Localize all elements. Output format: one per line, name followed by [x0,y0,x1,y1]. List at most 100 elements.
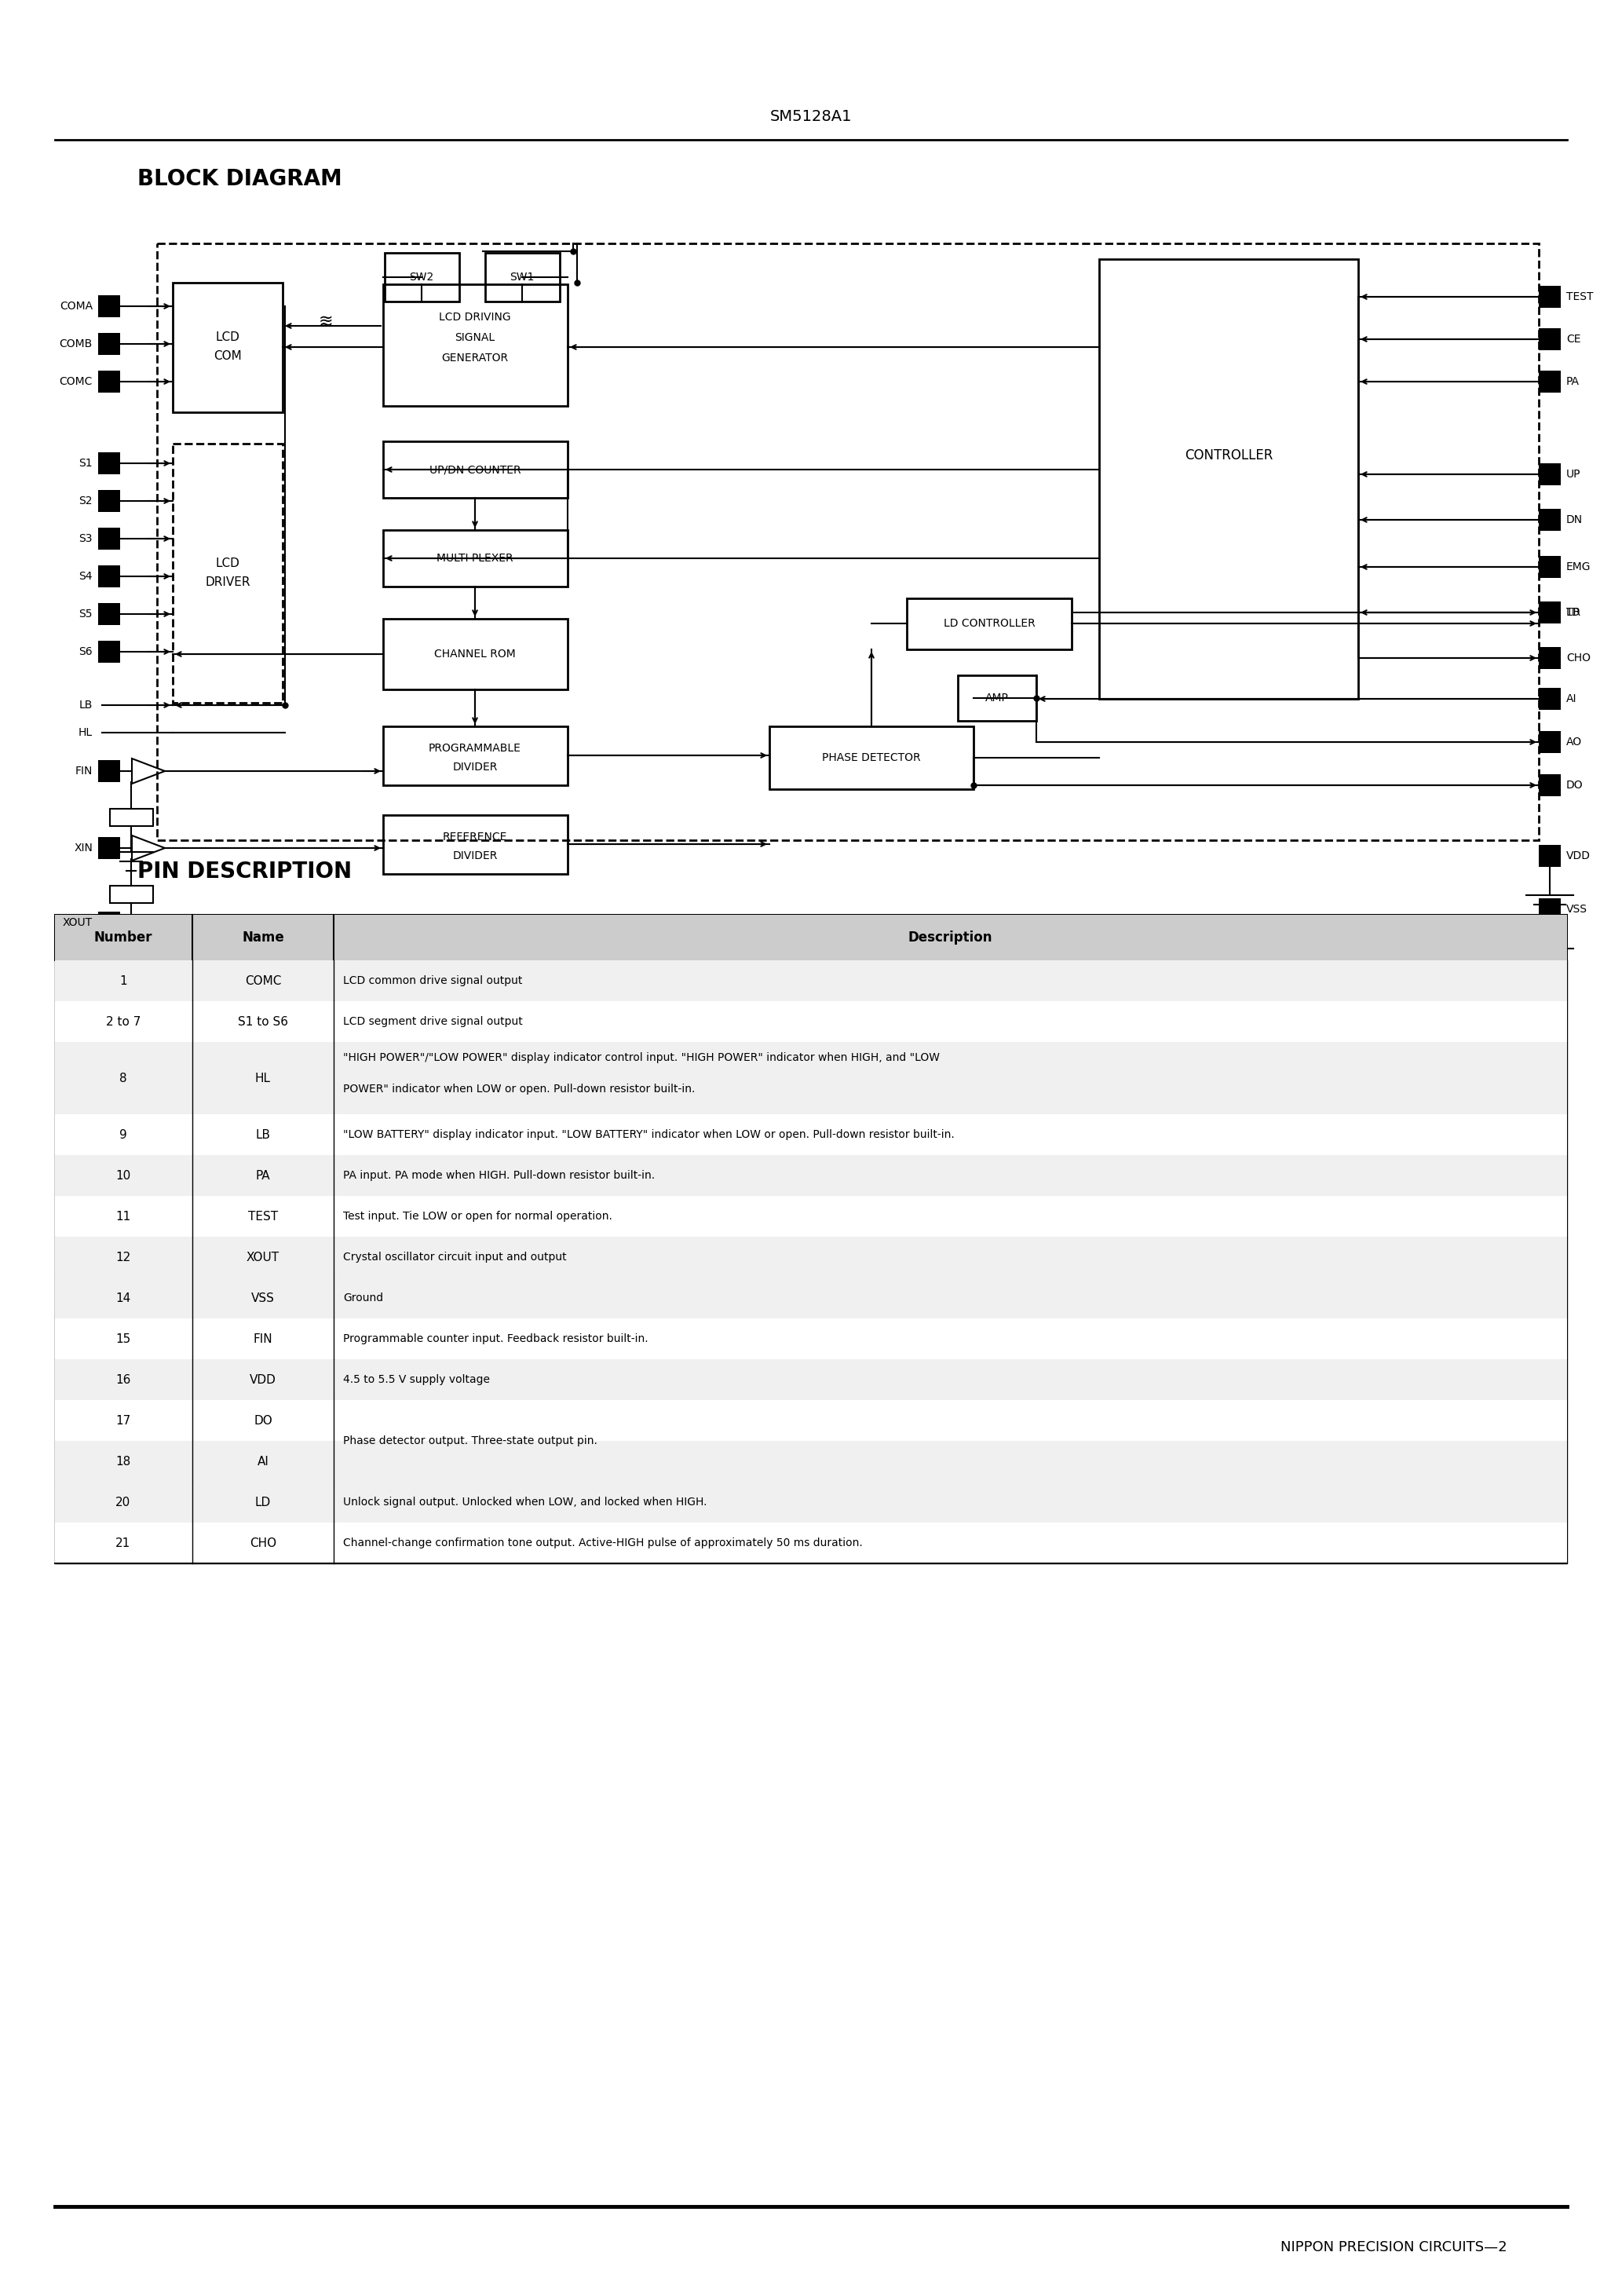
Bar [99,296,120,317]
Text: S1: S1 [79,457,92,468]
Bar [383,618,568,689]
Bar [383,726,568,785]
Bar [99,528,120,549]
Text: LB: LB [256,1130,271,1141]
Text: DN: DN [1567,514,1583,526]
Text: LB: LB [79,700,92,712]
Text: 14: 14 [115,1293,131,1304]
Text: TEST: TEST [1567,292,1593,303]
Bar [110,886,152,902]
Text: POWER" indicator when LOW or open. Pull-down resistor built-in.: POWER" indicator when LOW or open. Pull-… [344,1084,696,1095]
Bar [55,1155,1567,1196]
Text: COMA: COMA [60,301,92,312]
Text: LCD: LCD [216,331,240,344]
Text: SW1: SW1 [509,271,534,282]
Text: PA input. PA mode when HIGH. Pull-down resistor built-in.: PA input. PA mode when HIGH. Pull-down r… [344,1171,655,1180]
Bar [55,1442,1567,1481]
Bar [55,1114,1567,1155]
Text: 18: 18 [115,1456,131,1467]
Text: LD CONTROLLER: LD CONTROLLER [944,618,1035,629]
Bar [55,1001,1567,1042]
Text: TR: TR [1567,606,1580,618]
Bar [1100,259,1358,698]
Text: PIN DESCRIPTION: PIN DESCRIPTION [138,861,352,882]
Bar [157,243,1539,840]
Bar [172,443,282,703]
Text: TEST: TEST [248,1210,277,1221]
Text: 17: 17 [115,1414,131,1426]
Text: Description: Description [908,930,993,944]
Text: 2 to 7: 2 to 7 [105,1015,141,1029]
Text: S1 to S6: S1 to S6 [238,1015,289,1029]
Text: SW2: SW2 [409,271,433,282]
Bar [99,452,120,475]
Text: HL: HL [78,728,92,737]
Text: PHASE DETECTOR: PHASE DETECTOR [822,753,921,762]
Text: CHO: CHO [250,1536,276,1550]
Text: "LOW BATTERY" display indicator input. "LOW BATTERY" indicator when LOW or open.: "LOW BATTERY" display indicator input. "… [344,1130,954,1141]
Text: 21: 21 [115,1536,131,1550]
Bar [1539,730,1560,753]
Bar [769,726,973,790]
Text: Name: Name [242,930,284,944]
Bar [55,1277,1567,1318]
Bar [55,1442,1567,1481]
Text: CHANNEL ROM: CHANNEL ROM [435,647,516,659]
Text: FIN: FIN [75,765,92,776]
Bar [99,370,120,393]
Text: 9: 9 [120,1130,127,1141]
Text: LCD DRIVING: LCD DRIVING [440,312,511,324]
Text: UP/DN COUNTER: UP/DN COUNTER [430,464,521,475]
Bar [55,1481,1567,1522]
Bar [55,1196,1567,1238]
Bar [383,285,568,406]
Text: COMC: COMC [245,976,281,987]
Text: Ground: Ground [344,1293,383,1304]
Bar [99,760,120,783]
Bar [55,1001,1567,1042]
Text: DO: DO [1567,781,1583,790]
Text: LCD common drive signal output: LCD common drive signal output [344,976,522,987]
Text: VDD: VDD [250,1373,276,1384]
Text: S5: S5 [79,608,92,620]
Text: VDD: VDD [1567,850,1591,861]
Text: COMB: COMB [60,338,92,349]
Bar [55,1401,1567,1442]
Bar [1539,464,1560,484]
Bar [383,441,568,498]
Bar [1539,774,1560,797]
Text: 4.5 to 5.5 V supply voltage: 4.5 to 5.5 V supply voltage [344,1373,490,1384]
Text: Crystal oscillator circuit input and output: Crystal oscillator circuit input and out… [344,1251,566,1263]
Text: LCD segment drive signal output: LCD segment drive signal output [344,1017,522,1026]
Bar [99,641,120,664]
Text: AO: AO [1567,737,1581,748]
Bar [55,1238,1567,1277]
Text: ≋: ≋ [318,315,333,331]
Text: VSS: VSS [1567,905,1588,914]
Text: SIGNAL: SIGNAL [454,333,495,342]
Text: CONTROLLER: CONTROLLER [1184,448,1273,461]
Text: LD: LD [1567,606,1581,618]
Bar [110,808,152,827]
Text: 1: 1 [120,976,127,987]
Text: DIVIDER: DIVIDER [453,850,498,861]
Text: XOUT: XOUT [247,1251,279,1263]
Text: NIPPON PRECISION CIRCUITS—2: NIPPON PRECISION CIRCUITS—2 [1281,2241,1507,2255]
Bar [55,1318,1567,1359]
Text: REFERENCE: REFERENCE [443,831,508,843]
Text: COM: COM [214,351,242,363]
Text: AI: AI [258,1456,269,1467]
Bar [383,815,568,875]
Text: VSS: VSS [251,1293,274,1304]
Text: Test input. Tie LOW or open for normal operation.: Test input. Tie LOW or open for normal o… [344,1210,611,1221]
Text: EMG: EMG [1567,563,1591,572]
Bar [99,489,120,512]
Bar [384,253,459,301]
Bar [99,333,120,356]
Text: S2: S2 [79,496,92,507]
Bar [55,914,1567,960]
Text: UP: UP [1567,468,1581,480]
Text: DIVIDER: DIVIDER [453,762,498,774]
Text: AMP: AMP [985,693,1009,703]
Bar [907,599,1072,650]
